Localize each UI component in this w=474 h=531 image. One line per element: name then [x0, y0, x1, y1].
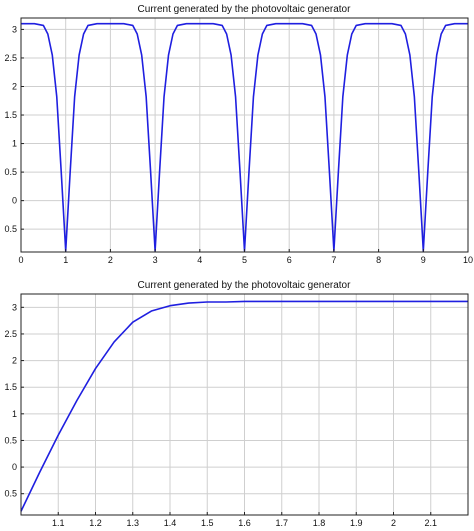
- y-tick-label: 1.5: [4, 110, 17, 120]
- x-tick-label: 2: [108, 255, 113, 265]
- y-tick-label: 1.5: [4, 382, 17, 392]
- x-tick-label: 2: [391, 518, 396, 528]
- x-tick-label: 1: [63, 255, 68, 265]
- y-tick-label: 0.5: [4, 435, 17, 445]
- y-tick-label: 1: [12, 139, 17, 149]
- x-tick-label: 8: [376, 255, 381, 265]
- y-tick-label: 1: [12, 409, 17, 419]
- x-tick-label: 2.1: [424, 518, 437, 528]
- y-tick-label: 0: [12, 196, 17, 206]
- x-tick-label: 1.9: [350, 518, 363, 528]
- y-tick-label: 0: [12, 462, 17, 472]
- y-tick-label: 0.5: [4, 167, 17, 177]
- y-tick-label: 0.5: [4, 489, 17, 499]
- x-tick-label: 1.1: [52, 518, 65, 528]
- y-tick-label: 3: [12, 24, 17, 34]
- x-tick-label: 3: [153, 255, 158, 265]
- chart-top: Current generated by the photovoltaic ge…: [4, 4, 473, 265]
- plot-frame-bottom: [20, 293, 469, 516]
- x-tick-label: 0: [18, 255, 23, 265]
- x-tick-label: 1.8: [313, 518, 326, 528]
- chart-title-bottom: Current generated by the photovoltaic ge…: [138, 280, 352, 291]
- x-tick-label: 1.7: [275, 518, 288, 528]
- x-tick-label: 1.6: [238, 518, 251, 528]
- y-tick-label: 0.5: [4, 224, 17, 234]
- x-tick-label: 7: [331, 255, 336, 265]
- y-tick-label: 2.5: [4, 329, 17, 339]
- x-tick-label: 1.3: [126, 518, 139, 528]
- y-tick-label: 2: [12, 356, 17, 366]
- y-tick-label: 2: [12, 81, 17, 91]
- chart-bottom: Current generated by the photovoltaic ge…: [4, 280, 469, 528]
- y-tick-label: 3: [12, 302, 17, 312]
- chart-title-top: Current generated by the photovoltaic ge…: [138, 4, 352, 15]
- x-tick-label: 5: [242, 255, 247, 265]
- plot-frame-top: [20, 17, 469, 253]
- y-tick-label: 2.5: [4, 53, 17, 63]
- x-tick-label: 4: [197, 255, 202, 265]
- x-tick-label: 9: [421, 255, 426, 265]
- series-line-bottom: [20, 300, 468, 512]
- x-tick-label: 1.5: [201, 518, 214, 528]
- x-tick-label: 1.2: [89, 518, 102, 528]
- x-tick-label: 10: [463, 255, 473, 265]
- x-tick-label: 1.4: [164, 518, 177, 528]
- x-tick-label: 6: [287, 255, 292, 265]
